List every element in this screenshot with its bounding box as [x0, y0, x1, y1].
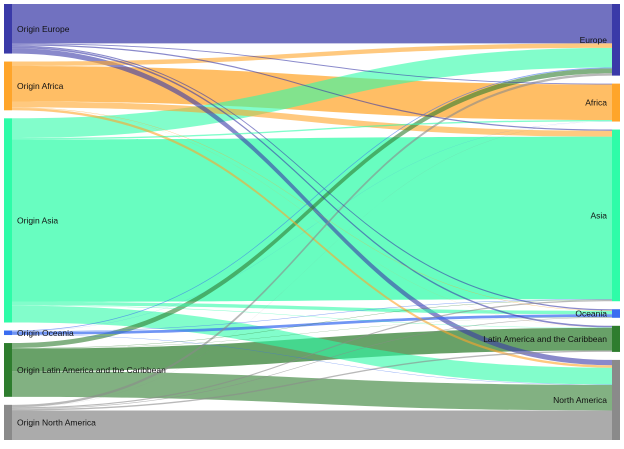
flow-africa-to-oceania	[12, 107, 612, 311]
flow-asia-to-oceania	[12, 301, 612, 315]
source-node-north-america	[4, 404, 12, 440]
flow-north-america-to-asia	[12, 300, 612, 409]
flow-europe-to-latin-america-and-the-caribbean	[12, 46, 612, 328]
flow-north-america-to-africa	[12, 121, 612, 408]
source-label-europe: Origin Europe	[17, 24, 70, 34]
source-label-latin-america-and-the-caribbean: Origin Latin America and the Caribbean	[17, 365, 166, 375]
flow-europe-to-europe	[12, 4, 612, 44]
flow-asia-to-europe	[12, 47, 612, 139]
source-node-asia	[4, 118, 12, 323]
flow-oceania-to-asia	[12, 299, 612, 332]
flow-europe-to-africa	[12, 43, 612, 85]
source-label-north-america: Origin North America	[17, 417, 96, 427]
target-node-north-america	[612, 359, 620, 440]
flow-north-america-to-oceania	[12, 317, 612, 410]
labels-layer: Origin Europe Origin Africa Origin Asia Ori…	[17, 24, 607, 428]
flow-oceania-to-north-america	[12, 334, 612, 385]
flow-africa-to-europe	[12, 43, 612, 66]
target-node-asia	[612, 129, 620, 302]
target-label-north-america: North America	[553, 395, 607, 405]
source-label-africa: Origin Africa	[17, 81, 64, 91]
flow-latin-america-and-the-caribbean-to-asia	[12, 299, 612, 349]
flow-asia-to-asia	[12, 136, 612, 302]
flow-asia-to-north-america	[12, 305, 612, 385]
flow-oceania-to-oceania	[12, 314, 612, 335]
flow-africa-to-north-america	[12, 107, 612, 368]
flow-asia-to-latin-america-and-the-caribbean	[12, 305, 612, 328]
source-node-latin-america-and-the-caribbean	[4, 343, 12, 397]
target-label-latin-america-and-the-caribbean: Latin America and the Caribbean	[483, 334, 607, 344]
source-node-europe	[4, 4, 12, 54]
flow-africa-to-asia	[12, 101, 612, 137]
source-label-asia: Origin Asia	[17, 215, 58, 225]
target-label-asia: Asia	[590, 210, 607, 220]
target-node-africa	[612, 83, 620, 122]
target-label-europe: Europe	[580, 35, 608, 45]
flow-north-america-to-europe	[12, 73, 612, 408]
flow-europe-to-asia	[12, 44, 612, 131]
flow-oceania-to-europe	[12, 67, 612, 332]
target-node-oceania	[612, 309, 620, 318]
flow-latin-america-and-the-caribbean-to-oceania	[12, 317, 612, 349]
links-layer	[12, 4, 612, 440]
flow-asia-to-africa	[12, 119, 612, 140]
nodes-layer	[4, 4, 620, 440]
source-node-africa	[4, 61, 12, 111]
flow-africa-to-latin-america-and-the-caribbean	[12, 107, 612, 328]
target-label-africa: Africa	[585, 98, 607, 108]
flow-latin-america-and-the-caribbean-to-north-america	[12, 371, 612, 411]
flow-north-america-to-north-america	[12, 410, 612, 440]
source-node-oceania	[4, 330, 12, 336]
flow-north-america-to-latin-america-and-the-caribbean	[12, 350, 612, 411]
flow-latin-america-and-the-caribbean-to-europe	[12, 68, 612, 348]
flow-oceania-to-africa	[12, 121, 612, 332]
target-node-latin-america-and-the-caribbean	[612, 325, 620, 352]
flow-europe-to-oceania	[12, 45, 612, 311]
target-node-europe	[612, 4, 620, 76]
target-label-oceania: Oceania	[575, 309, 607, 319]
source-label-oceania: Origin Oceania	[17, 328, 74, 338]
